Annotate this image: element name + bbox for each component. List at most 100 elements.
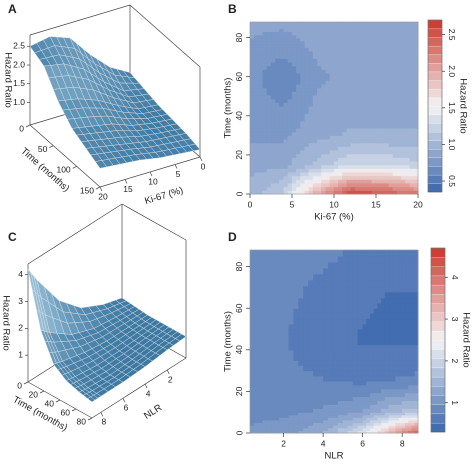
contour-cell: [279, 54, 285, 59]
contour-cell: [384, 120, 390, 125]
contour-cell: [283, 69, 289, 74]
contour-cell: [354, 65, 360, 70]
contour-cell: [332, 400, 339, 405]
contour-cell: [405, 105, 411, 111]
contour-cell: [395, 392, 400, 398]
contour-cell: [363, 44, 369, 48]
contour-cell: [392, 65, 398, 70]
contour-cell: [333, 25, 339, 29]
contour-cell: [291, 34, 297, 39]
contour-cell: [396, 44, 402, 48]
contour-cell: [392, 61, 398, 67]
contour-cell: [308, 76, 314, 81]
contour-cell: [405, 365, 409, 372]
contour-cell: [392, 113, 398, 118]
contour-cell: [342, 285, 349, 293]
contour-cell: [392, 339, 397, 346]
contour-cell: [304, 72, 310, 78]
contour-cell: [380, 171, 385, 177]
contour-cell: [396, 102, 402, 107]
contour-cell: [338, 72, 343, 78]
contour-cell: [258, 47, 264, 52]
contour-cell: [300, 21, 306, 26]
contour-cell: [300, 171, 306, 177]
contour-cell: [350, 94, 356, 100]
contour-cell: [329, 61, 335, 67]
contour-cell: [408, 255, 413, 263]
contour-cell: [375, 182, 381, 188]
contour-cell: [308, 318, 314, 325]
contour-cell: [270, 273, 276, 281]
contour-cell: [283, 308, 290, 314]
contour-cell: [317, 142, 322, 147]
contour-cell: [405, 120, 411, 125]
contour-cell: [249, 186, 255, 191]
contour-cell: [258, 164, 264, 169]
contour-cell: [409, 72, 415, 78]
contour-cell: [405, 285, 409, 293]
contour-cell: [296, 44, 301, 48]
contour-cell: [384, 179, 390, 184]
contour-cell: [304, 153, 310, 158]
y-tick-label: 20: [234, 150, 244, 160]
contour-cell: [287, 72, 293, 78]
contour-cell: [363, 98, 369, 103]
contour-cell: [308, 408, 314, 413]
contour-cell: [312, 76, 318, 81]
contour-cell: [318, 308, 324, 314]
contour-cell: [262, 109, 268, 114]
contour-cell: [347, 400, 354, 405]
x-tick-label: 15: [371, 199, 381, 209]
contour-cell: [338, 113, 343, 118]
contour-cell: [308, 375, 314, 382]
y-tick-label: 0: [17, 380, 22, 390]
contour-cell: [288, 267, 294, 275]
contour-cell: [363, 61, 369, 67]
contour-cell: [396, 157, 402, 162]
contour-cell: [405, 116, 411, 122]
contour-cell: [377, 404, 382, 409]
contour-cell: [283, 91, 289, 96]
contour-cell: [409, 109, 415, 114]
contour-cell: [396, 28, 402, 33]
contour-cell: [300, 47, 306, 52]
contour-cell: [401, 98, 406, 103]
contour-cell: [329, 109, 335, 114]
contour-cell: [381, 408, 386, 413]
contour-cell: [266, 384, 272, 390]
contour-cell: [249, 153, 255, 158]
contour-cell: [384, 109, 390, 114]
contour-cell: [317, 40, 322, 45]
contour-cell: [342, 37, 348, 42]
contour-cell: [249, 131, 255, 136]
contour-cell: [327, 261, 334, 269]
contour-cell: [411, 384, 416, 390]
contour-cell: [303, 349, 309, 356]
contour-cell: [392, 37, 398, 42]
contour-cell: [312, 102, 318, 107]
contour-cell: [377, 408, 382, 413]
contour-cell: [317, 91, 322, 96]
contour-cell: [270, 87, 276, 92]
contour-cell: [384, 138, 390, 144]
contour-cell: [405, 354, 409, 361]
contour-cell: [258, 388, 264, 394]
contour-cell: [291, 58, 297, 63]
contour-cell: [395, 318, 400, 325]
contour-cell: [303, 279, 309, 287]
contour-cell: [291, 179, 297, 184]
contour-cell: [371, 80, 377, 85]
contour-cell: [342, 344, 349, 351]
contour-cell: [384, 80, 390, 85]
contour-cell: [408, 384, 413, 390]
contour-cell: [249, 72, 255, 78]
contour-cell: [329, 98, 335, 103]
contour-cell: [369, 384, 375, 390]
contour-cell: [279, 146, 285, 151]
contour-cell: [262, 273, 268, 281]
contour-cell: [359, 182, 364, 188]
contour-cell: [357, 370, 364, 377]
contour-cell: [327, 408, 334, 413]
contour-cell: [396, 127, 402, 133]
contour-cell: [283, 47, 289, 52]
